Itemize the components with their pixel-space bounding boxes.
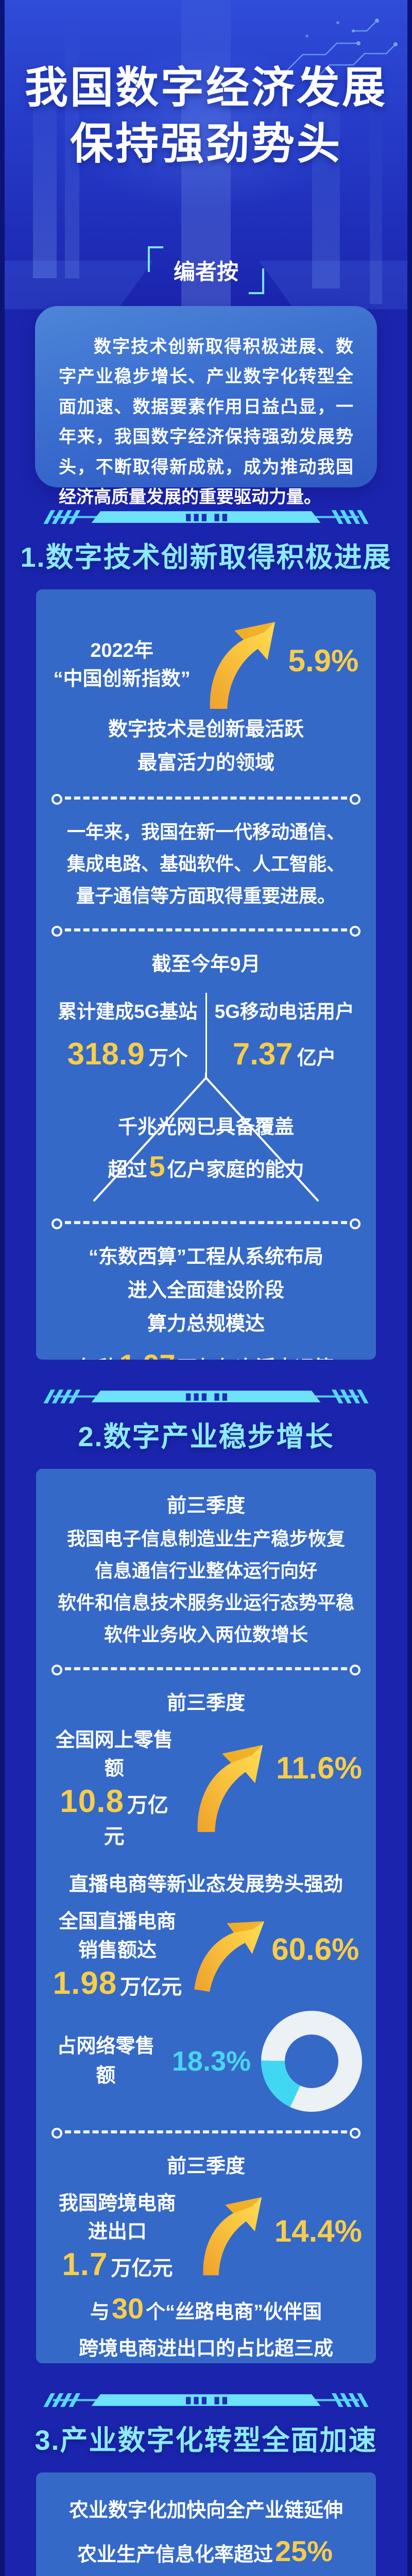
livestream-unit: 万亿元 [120,1975,182,1998]
up-arrow-icon [186,1742,268,1834]
livestream-share-donut-chart [261,2010,362,2112]
quarter-label: 前三季度 [166,2155,245,2177]
industry-overview-line: 信息通信行业整体运行向好 [94,1560,317,1582]
livestream-headline: 直播电商等新业态发展势头强劲 [68,1874,343,1896]
crossborder-value: 1.7 [62,2246,108,2282]
livestream-share-label: 占网络零售额 [57,2035,155,2087]
online-retail-stat: 全国网上零售额 10.8 万亿元 11.6% [50,1726,362,1850]
gigabit-line1: 千兆光网已具备覆盖 [117,1116,294,1139]
editor-note-card: 数字技术创新取得积极进展、数字产业稳步增长、产业数字化转型全面加速、数据要素作用… [35,306,377,507]
page-title-line2: 保持强劲势头 [70,120,342,168]
progress-paragraph-line: 一年来，我国在新一代移动通信、 [66,821,345,843]
online-retail-value: 10.8 [60,1784,124,1820]
section3-header: 3.产业数字化转型全面加速 [35,2425,377,2456]
innovation-year: 2022年 [90,640,153,662]
crossborder-stat: 我国跨境电商进出口 1.7 万亿元 14.4% [50,2190,362,2283]
up-arrow-icon [184,1908,269,2002]
page-title: 我国数字经济发展 保持强劲势头 [0,0,412,172]
innovation-index-name: “中国创新指数” [53,668,191,690]
section2-card: 前三季度 我国电子信息制造业生产稳步恢复 信息通信行业整体运行向好 软件和信息技… [36,1469,376,2364]
dashed-divider [52,926,360,937]
branch-lines-icon [93,1073,319,1202]
5g-users-label: 5G移动电话用户 [214,1001,354,1023]
progress-paragraph-line: 集成电路、基础软件、人工智能、 [66,853,345,875]
gigabit-line2: 超过5 亿户家庭的能力 [108,1149,304,1182]
computing-line3: 算力总规模达 [147,1313,265,1335]
section2-header: 2.数字产业稳步增长 [78,1421,334,1453]
sci-fi-divider-icon [37,1384,375,1409]
floor-shape [0,261,153,309]
dashed-divider [52,2127,360,2139]
computing-line1: “东数西算”工程从系统布局 [88,1246,323,1268]
crossborder-label: 我国跨境电商进出口 [58,2192,176,2243]
branch-connector-block: 千兆光网已具备覆盖 超过5 亿户家庭的能力 [50,1073,362,1202]
quarter-label: 前三季度 [166,1692,245,1715]
crossborder-unit: 万亿元 [111,2257,173,2280]
online-retail-growth: 11.6% [276,1751,362,1786]
industry-overview-line: 我国电子信息制造业生产稳步恢复 [66,1528,345,1550]
section1-header: 1.数字技术创新取得积极进展 [20,542,392,573]
online-retail-unit: 万亿元 [104,1794,168,1849]
livestream-growth: 60.6% [271,1932,359,1967]
page-title-line1: 我国数字经济发展 [24,63,387,112]
livestream-value: 1.98 [53,1965,117,2001]
computing-line2: 进入全面建设阶段 [127,1280,284,1302]
agriculture-line1: 农业数字化加快向全产业链延伸 [68,2500,343,2522]
section3-card: 农业数字化加快向全产业链延伸 农业生产信息化率超过25% 数字技术与制造业渗透融… [36,2472,376,2576]
agriculture-info-rate: 25% [274,2535,333,2568]
editor-note-text: 数字技术创新取得积极进展、数字产业稳步增长、产业数字化转型全面加速、数据要素作用… [59,337,353,507]
5g-users-unit: 亿户 [297,1047,336,1070]
industry-overview-line: 软件和信息技术服务业运行态势平稳 [57,1592,354,1614]
5g-base-station-label: 累计建成5G基站 [58,1001,198,1023]
editor-note-tag: 编者按 [147,246,265,295]
innovation-growth-value: 5.9% [288,643,359,679]
silkroad-partner-count: 30 [111,2292,144,2325]
dashed-divider [52,1665,360,1676]
industry-overview-line: 软件业务收入两位数增长 [104,1624,308,1646]
livestream-label2: 销售额达 [78,1939,157,1961]
progress-paragraph-line: 量子通信等方面取得重要进展。 [76,885,336,907]
livestream-stat: 全国直播电商 销售额达 1.98 万亿元 60.6% [50,1908,362,2001]
5g-base-station-unit: 万个 [148,1047,188,1070]
5g-base-station-value: 318.9 [67,1037,145,1072]
online-retail-label: 全国网上零售额 [55,1730,173,1780]
section1-card: 2022年 “中国创新指数” 5.9% 数字技术是创新最活跃 最富活力的领域 一… [36,589,376,1360]
as-of-label: 截至今年9月 [151,954,261,976]
quarter-label: 前三季度 [166,1495,245,1517]
innovation-index-stat: 2022年 “中国创新指数” 5.9% [50,619,362,711]
dashed-divider [52,794,360,805]
5g-users-value: 7.37 [232,1037,293,1072]
innovation-caption: 数字技术是创新最活跃 [108,719,304,741]
crossborder-growth: 14.4% [274,2213,362,2248]
up-arrow-icon [199,619,280,711]
crossborder-line2: 跨境电商进出口的占比超三成 [78,2337,333,2360]
computing-scale-value: 1.97 [119,1348,176,1360]
circuit-decoration-icon [283,19,398,84]
gigabit-households-value: 5 [149,1149,165,1182]
agriculture-line2: 农业生产信息化率超过25% [77,2535,333,2568]
innovation-caption: 最富活力的领域 [137,752,274,774]
livestream-label1: 全国直播电商 [58,1911,176,1933]
dashed-divider [52,1218,360,1230]
right-edge-strip [407,0,412,2576]
livestream-share-value: 18.3% [171,2045,251,2077]
livestream-share-row: 占网络零售额 18.3% [50,2010,362,2112]
computing-scale-line: 每秒1.97万亿亿次浮点运算 [50,1343,362,1360]
sci-fi-divider-icon [37,2388,375,2412]
5g-stats-columns: 累计建成5G基站 318.9 万个 5G移动电话用户 7.37 亿户 [50,993,362,1075]
up-arrow-icon [193,2194,266,2278]
silkroad-partners-line: 与30 个“丝路电商”伙伴国 [90,2292,322,2325]
hero-header: 我国数字经济发展 保持强劲势头 编者按 [0,0,412,309]
left-edge-strip [0,0,5,2576]
floor-shape [259,261,412,309]
